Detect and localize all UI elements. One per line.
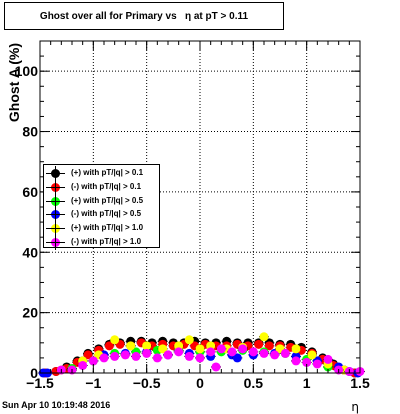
data-point xyxy=(174,347,184,357)
data-point xyxy=(206,347,216,357)
chart-title: Ghost over all for Primary vs η at pT > … xyxy=(39,10,249,22)
x-tick-label: 0 xyxy=(196,375,204,391)
y-tick-label: 60 xyxy=(22,184,38,200)
data-point xyxy=(238,344,248,354)
data-point xyxy=(131,351,141,361)
data-point xyxy=(307,350,317,360)
legend-label: (-) with pT/|q| > 0.5 xyxy=(71,209,142,219)
data-point xyxy=(264,341,274,351)
data-point xyxy=(280,348,290,358)
legend-entry: (-) with pT/|q| > 0.1 xyxy=(46,179,159,195)
y-tick-label: 20 xyxy=(22,305,38,321)
legend-label: (+) with pT/|q| > 0.5 xyxy=(71,195,144,205)
legend-entry: (+) with pT/|q| > 0.1 xyxy=(46,166,159,181)
y-tick-label: 40 xyxy=(22,244,38,260)
data-point xyxy=(270,350,280,360)
x-tick-label: −0.5 xyxy=(133,375,161,391)
data-point xyxy=(142,348,152,358)
data-point xyxy=(99,353,109,363)
data-point xyxy=(163,350,173,360)
legend: (+) with pT/|q| > 0.1 (-) with pT/|q| > 0… xyxy=(43,164,160,250)
legend-label: (-) with pT/|q| > 1.0 xyxy=(71,237,142,246)
grid-layer xyxy=(40,41,360,373)
x-tick-label: −1.5 xyxy=(26,375,54,391)
legend-marker xyxy=(46,235,65,250)
x-tick-label: 1.5 xyxy=(350,375,370,391)
legend-marker xyxy=(46,221,65,237)
data-point xyxy=(120,350,130,360)
chart-title-box: Ghost over all for Primary vs η at pT > … xyxy=(4,2,284,30)
axis-layer: −1.5 −1 −0.5 0 0.5 1 1.5 0 20 40 60 80 100 xyxy=(15,40,370,391)
data-point xyxy=(259,348,269,358)
data-point xyxy=(158,344,168,354)
data-point xyxy=(104,341,114,351)
data-point xyxy=(195,353,205,363)
x-tick-label: 0.5 xyxy=(244,375,264,391)
data-point xyxy=(216,344,226,354)
data-point xyxy=(312,359,322,369)
timestamp-footer: Sun Apr 10 10:19:48 2016 xyxy=(2,400,111,410)
data-point xyxy=(259,332,269,342)
data-layer xyxy=(38,332,365,378)
data-point xyxy=(232,353,242,363)
legend-entry: (+) with pT/|q| > 0.5 xyxy=(46,193,159,209)
legend-label: (+) with pT/|q| > 1.0 xyxy=(71,223,144,233)
legend-entry: (+) with pT/|q| > 1.0 xyxy=(46,221,159,237)
data-point xyxy=(142,341,152,351)
data-point xyxy=(110,351,120,361)
legend-label: (-) with pT/|q| > 0.1 xyxy=(71,181,142,191)
x-tick-label: 1 xyxy=(303,375,311,391)
y-tick-label: 80 xyxy=(22,124,38,140)
legend-marker xyxy=(46,179,65,195)
legend-label: (+) with pT/|q| > 0.1 xyxy=(71,168,144,177)
data-point xyxy=(254,339,264,349)
y-tick-label: 0 xyxy=(30,365,38,381)
x-axis-label: η xyxy=(351,400,359,414)
data-point xyxy=(302,357,312,367)
data-point xyxy=(291,356,301,366)
legend-marker xyxy=(46,166,65,181)
data-point xyxy=(211,362,221,372)
data-point xyxy=(110,335,120,345)
data-point xyxy=(152,353,162,363)
data-point xyxy=(83,350,93,360)
data-point xyxy=(184,335,194,345)
data-point xyxy=(126,341,136,351)
y-axis-label: Ghost A (%) xyxy=(6,43,22,122)
data-point xyxy=(323,354,333,364)
legend-marker xyxy=(46,207,65,223)
data-point xyxy=(291,344,301,354)
legend-marker xyxy=(46,193,65,209)
legend-entry: (-) with pT/|q| > 0.5 xyxy=(46,207,159,223)
data-point xyxy=(248,347,258,357)
data-point xyxy=(78,360,88,370)
legend-entry: (-) with pT/|q| > 1.0 xyxy=(46,235,159,250)
x-tick-label: −1 xyxy=(85,375,101,391)
data-point xyxy=(195,344,205,354)
data-point xyxy=(88,356,98,366)
y-tick-label: 100 xyxy=(15,63,39,79)
data-point xyxy=(184,351,194,361)
data-point xyxy=(227,347,237,357)
